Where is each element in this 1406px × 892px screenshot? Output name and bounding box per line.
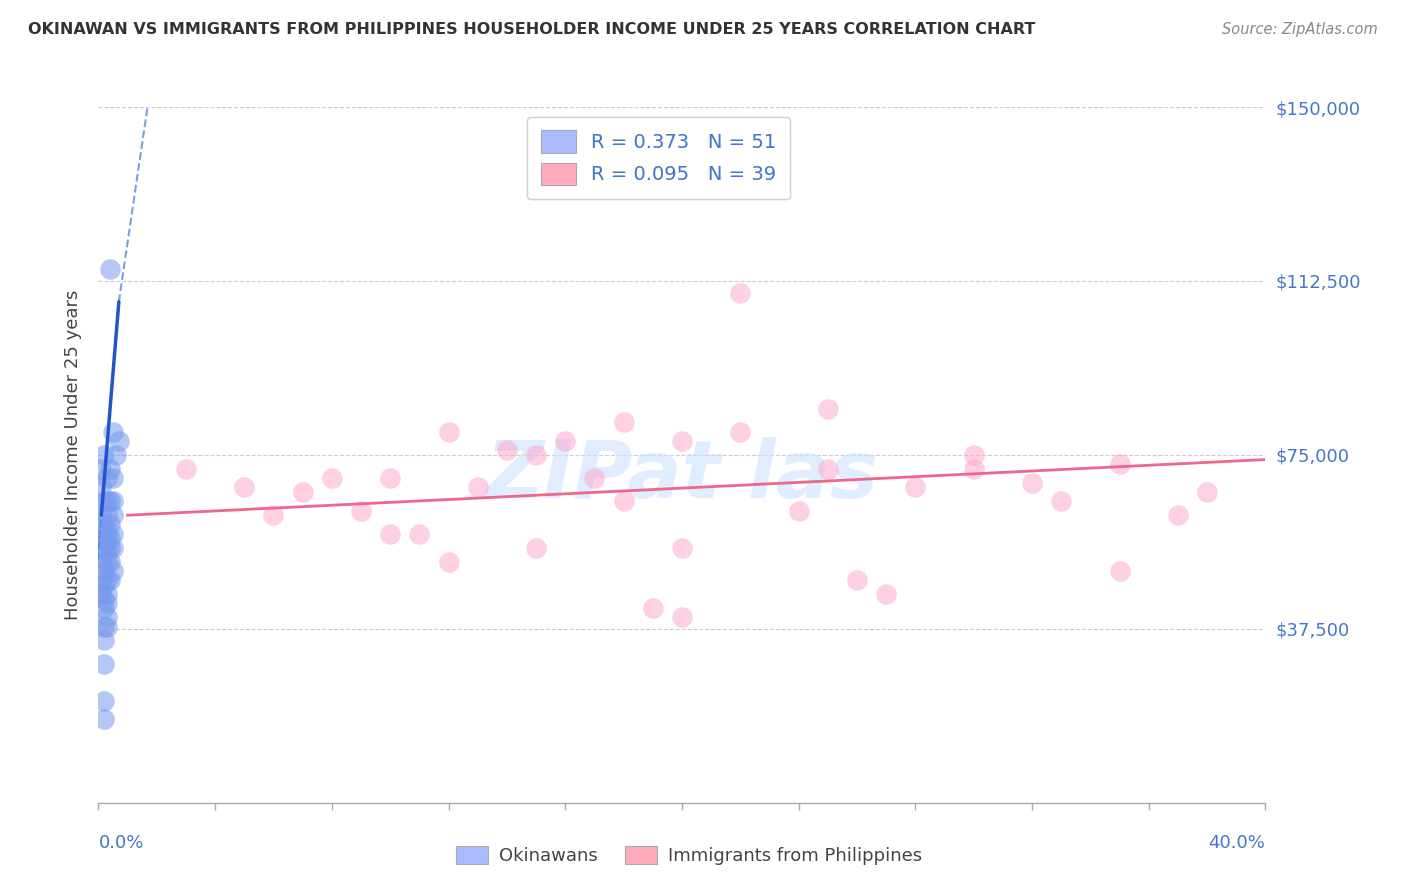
Point: [671, 541, 693, 555]
Point: [962, 462, 984, 476]
Point: [98, 517, 121, 532]
Y-axis label: Householder Income Under 25 years: Householder Income Under 25 years: [63, 290, 82, 620]
Point: [108, 434, 131, 448]
Point: [378, 526, 402, 541]
Point: [96, 610, 118, 624]
Point: [291, 485, 314, 500]
Point: [101, 471, 124, 485]
Point: [93, 694, 115, 708]
Point: [787, 503, 810, 517]
Point: [98, 532, 121, 546]
Point: [554, 434, 576, 448]
Point: [93, 578, 115, 592]
Point: [98, 262, 121, 277]
Point: [437, 555, 460, 569]
Point: [93, 712, 115, 726]
Point: [101, 541, 124, 555]
Point: [93, 564, 115, 578]
Point: [1050, 494, 1073, 508]
Legend: R = 0.373   N = 51, R = 0.095   N = 39: R = 0.373 N = 51, R = 0.095 N = 39: [527, 117, 790, 199]
Point: [96, 471, 118, 485]
Point: [90, 587, 112, 601]
Point: [90, 480, 112, 494]
Text: 0.0%: 0.0%: [98, 834, 143, 852]
Point: [90, 526, 112, 541]
Point: [93, 619, 115, 633]
Point: [817, 401, 839, 416]
Point: [467, 480, 489, 494]
Point: [875, 587, 897, 601]
Point: [671, 610, 693, 624]
Point: [612, 416, 634, 430]
Point: [93, 526, 115, 541]
Point: [93, 541, 115, 555]
Point: [96, 494, 118, 508]
Point: [437, 425, 460, 439]
Point: [845, 573, 868, 587]
Point: [96, 587, 118, 601]
Point: [524, 448, 547, 462]
Point: [1108, 564, 1130, 578]
Point: [1021, 475, 1043, 490]
Point: [174, 462, 197, 476]
Point: [93, 633, 115, 648]
Point: [90, 573, 112, 587]
Point: [378, 471, 402, 485]
Point: [98, 494, 121, 508]
Point: [524, 541, 547, 555]
Point: [495, 443, 517, 458]
Point: [1108, 457, 1130, 471]
Point: [93, 601, 115, 615]
Point: [101, 526, 124, 541]
Point: [90, 555, 112, 569]
Point: [90, 508, 112, 523]
Point: [1195, 485, 1218, 500]
Point: [583, 471, 606, 485]
Point: [962, 448, 984, 462]
Point: [321, 471, 343, 485]
Point: [728, 285, 751, 300]
Point: [98, 555, 121, 569]
Point: [104, 448, 127, 462]
Point: [262, 508, 284, 523]
Point: [93, 657, 115, 671]
Point: [93, 448, 115, 462]
Point: [96, 508, 118, 523]
Text: ZIPat las: ZIPat las: [485, 437, 879, 515]
Point: [904, 480, 927, 494]
Point: [101, 508, 124, 523]
Point: [101, 425, 124, 439]
Point: [90, 541, 112, 555]
Point: [1167, 508, 1189, 523]
Text: Source: ZipAtlas.com: Source: ZipAtlas.com: [1222, 22, 1378, 37]
Point: [96, 555, 118, 569]
Point: [98, 541, 121, 555]
Point: [96, 573, 118, 587]
Point: [93, 517, 115, 532]
Point: [641, 601, 664, 615]
Point: [96, 526, 118, 541]
Point: [98, 462, 121, 476]
Point: [817, 462, 839, 476]
Point: [96, 619, 118, 633]
Point: [101, 564, 124, 578]
Legend: Okinawans, Immigrants from Philippines: Okinawans, Immigrants from Philippines: [447, 837, 931, 874]
Point: [90, 462, 112, 476]
Point: [728, 425, 751, 439]
Text: 40.0%: 40.0%: [1209, 834, 1265, 852]
Text: OKINAWAN VS IMMIGRANTS FROM PHILIPPINES HOUSEHOLDER INCOME UNDER 25 YEARS CORREL: OKINAWAN VS IMMIGRANTS FROM PHILIPPINES …: [28, 22, 1035, 37]
Point: [96, 536, 118, 550]
Point: [350, 503, 373, 517]
Point: [98, 573, 121, 587]
Point: [96, 596, 118, 610]
Point: [93, 591, 115, 606]
Point: [96, 545, 118, 559]
Point: [612, 494, 634, 508]
Point: [101, 494, 124, 508]
Point: [671, 434, 693, 448]
Point: [408, 526, 430, 541]
Point: [233, 480, 256, 494]
Point: [93, 494, 115, 508]
